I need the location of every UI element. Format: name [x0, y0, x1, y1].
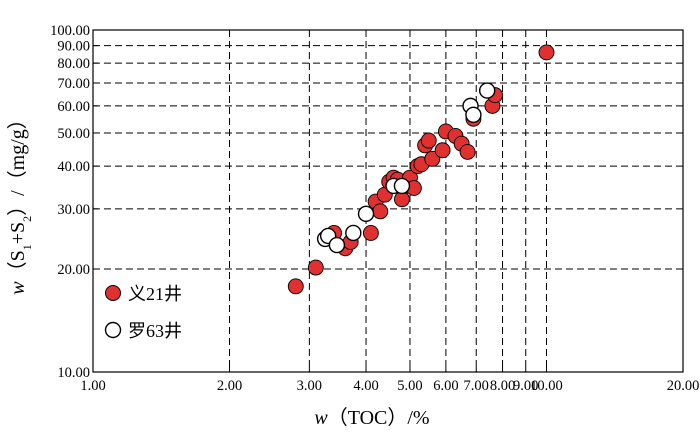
luo63-data-point — [465, 106, 482, 123]
luo63-data-point — [478, 82, 496, 99]
x-tick-label: 8.00 — [490, 378, 515, 394]
yi21-data-point — [362, 225, 379, 241]
axis-ticks: 1.00 2.00 3.00 4.00 5.00 6.00 7.00 8.009.0010.0… — [50, 23, 699, 394]
y-axis-title-mid: +S — [7, 222, 29, 244]
y-tick-label: 50.00 — [57, 126, 90, 142]
y-tick-label: 70.00 — [57, 76, 90, 92]
legend-item-luo63: 罗63井 — [104, 321, 182, 341]
x-tick-label: 1.00 — [80, 378, 105, 394]
legend: 义21井 罗63井 — [104, 284, 182, 341]
luo63-data-point — [328, 236, 346, 254]
x-tick-label: 5.00 — [397, 378, 422, 394]
x-axis-title-text: （TOC）/% — [328, 406, 430, 429]
y-tick-label: 30.00 — [57, 202, 90, 218]
luo63-data-point — [345, 224, 362, 242]
legend-label-yi21: 义21井 — [128, 284, 182, 304]
x-tick-label: 10.00 — [530, 378, 563, 394]
y-tick-label: 80.00 — [57, 56, 90, 72]
y-axis-title-sub2: 2 — [20, 216, 34, 222]
yi21-data-point — [287, 278, 304, 295]
y-tick-label: 10.00 — [57, 365, 90, 381]
series-1 — [316, 82, 496, 254]
y-axis-title-sub1: 1 — [20, 244, 34, 250]
x-tick-label: 3.00 — [297, 378, 322, 394]
y-axis-title-pre: （S — [6, 250, 29, 281]
x-tick-label: 20.00 — [667, 378, 700, 394]
legend-marker-luo63 — [104, 321, 122, 339]
y-axis-title: w（S1+S2）/（mg/g） — [6, 109, 34, 295]
y-tick-label: 60.00 — [57, 99, 90, 115]
yi21-data-point — [307, 259, 324, 276]
x-tick-label: 2.00 — [217, 378, 242, 394]
plot-frame — [92, 29, 684, 373]
x-tick-label: 9.00 — [513, 378, 538, 394]
series-0 — [287, 44, 555, 295]
yi21-data-point — [420, 132, 437, 149]
y-tick-label: 20.00 — [57, 262, 90, 278]
y-axis-title-italic: w — [7, 281, 29, 295]
luo63-data-point — [357, 205, 375, 223]
grid — [93, 30, 683, 372]
x-tick-label: 6.00 — [433, 378, 458, 394]
yi21-data-point — [424, 150, 441, 167]
legend-label-luo63: 罗63井 — [128, 321, 182, 341]
yi21-data-point — [538, 44, 555, 61]
x-axis-title-italic: w — [314, 407, 328, 429]
x-axis-title: w（TOC）/% — [314, 406, 429, 429]
legend-item-yi21: 义21井 — [105, 284, 182, 304]
luo63-data-point — [393, 177, 411, 195]
yi21-data-point — [459, 143, 476, 160]
x-tick-label: 4.00 — [353, 378, 378, 394]
yi21-data-point — [372, 203, 389, 220]
x-tick-label: 7.00 — [464, 378, 489, 394]
y-tick-label: 40.00 — [57, 159, 90, 175]
yi21-data-point — [434, 142, 451, 159]
y-tick-label: 100.00 — [50, 23, 90, 39]
y-tick-label: 90.00 — [57, 39, 90, 55]
y-axis-title-post: ）/（mg/g） — [6, 109, 29, 216]
data-points — [287, 44, 555, 295]
legend-marker-yi21 — [105, 285, 121, 301]
